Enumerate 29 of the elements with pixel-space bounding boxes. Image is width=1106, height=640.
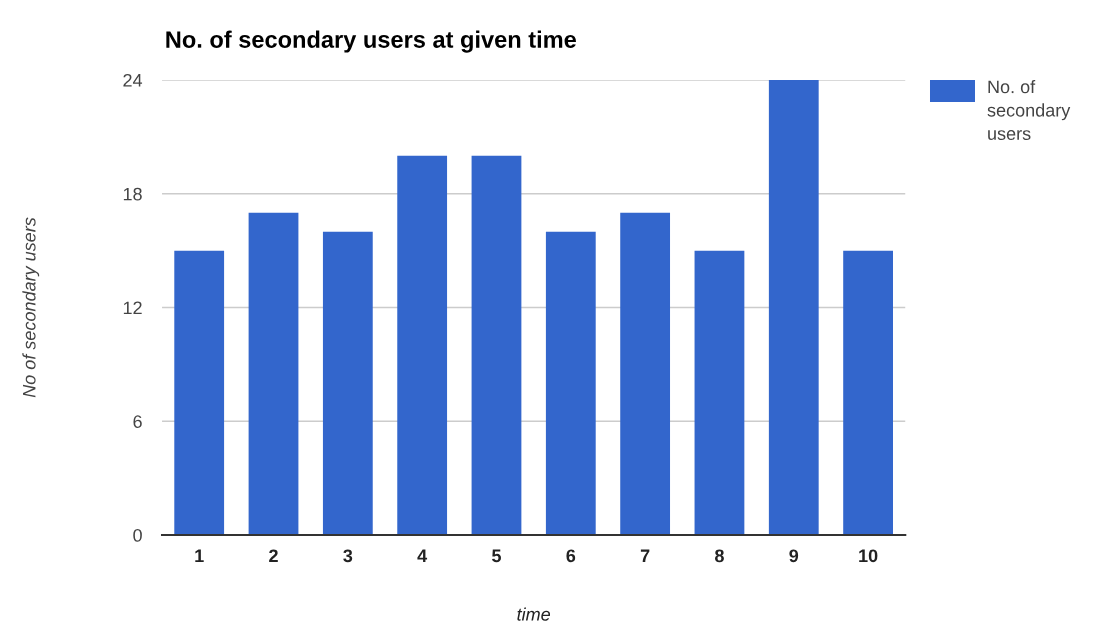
y-tick-label: 12 [123, 301, 142, 315]
y-tick-label: 18 [123, 187, 142, 201]
chart-title: No. of secondary users at given time [166, 30, 576, 53]
x-axis-title: time [517, 607, 551, 621]
x-tick-label: 6 [566, 549, 576, 563]
y-axis-title: No of secondary users [22, 217, 40, 398]
bar [248, 212, 299, 536]
bar [174, 250, 225, 536]
bar [471, 155, 522, 536]
x-tick-label: 9 [789, 549, 799, 563]
y-tick-label: 6 [133, 415, 142, 428]
bar [397, 155, 448, 536]
x-tick-label: 4 [417, 549, 428, 563]
x-tick-label: 1 [195, 549, 204, 563]
y-tick-label: 24 [123, 73, 143, 87]
bar [545, 231, 596, 536]
x-tick-label: 10 [859, 549, 878, 563]
x-tick-label: 3 [343, 549, 353, 563]
bar [322, 231, 373, 536]
bar [620, 212, 671, 536]
bar [694, 250, 745, 536]
x-tick-label: 8 [715, 549, 724, 563]
x-tick-label: 2 [269, 549, 278, 563]
x-tick-label: 5 [492, 549, 501, 563]
y-tick-label: 0 [133, 528, 142, 542]
bar [768, 80, 819, 536]
bar [843, 250, 893, 536]
legend-label: No. of secondary users [987, 80, 1071, 141]
x-tick-label: 7 [640, 549, 650, 563]
